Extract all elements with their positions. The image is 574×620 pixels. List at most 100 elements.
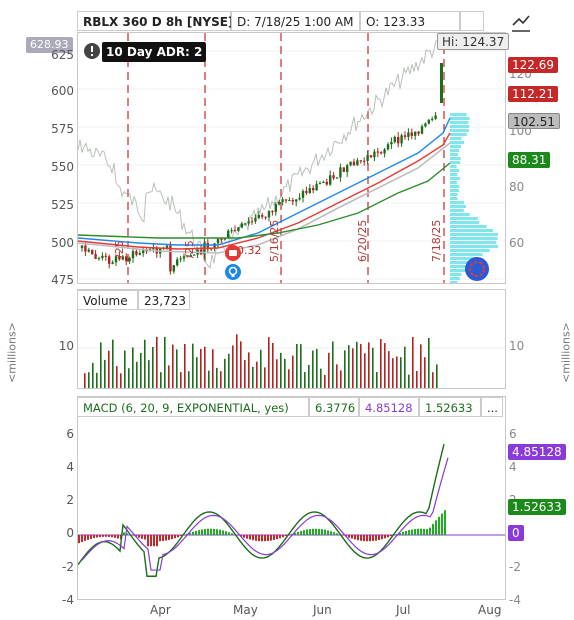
- macd-hist-bar: [411, 529, 413, 535]
- volume-bar: [284, 358, 286, 388]
- macd-hist-bar: [237, 535, 239, 536]
- candle-body: [274, 204, 277, 212]
- candle-body: [420, 126, 424, 134]
- macd-hist-bar: [432, 523, 434, 535]
- y-tick-525: 525: [51, 198, 74, 212]
- macd-hist-bar: [198, 530, 200, 535]
- candle-body: [417, 131, 420, 134]
- volume-profile-bar: [450, 245, 499, 248]
- volume-title: Volume: [77, 290, 138, 310]
- candle-body: [97, 258, 101, 260]
- candle-body: [87, 249, 90, 252]
- candle-body: [363, 160, 366, 162]
- volume-profile-bar: [450, 205, 467, 208]
- symbol-label[interactable]: RBLX 360 D 8h [NYSE]: [77, 11, 233, 31]
- macd-hist-bar: [363, 535, 365, 542]
- volume-bar: [340, 370, 342, 388]
- candle-body: [346, 165, 349, 172]
- macd-hist-bar: [168, 535, 170, 540]
- volume-bar: [352, 348, 354, 388]
- volume-bar: [360, 344, 362, 388]
- macd-hist-bar: [162, 535, 164, 542]
- volume-bar: [416, 371, 418, 388]
- candle-body: [250, 221, 254, 223]
- y-tick-500: 500: [51, 236, 74, 250]
- volume-bar: [348, 345, 350, 388]
- bulb-icon[interactable]: [224, 263, 242, 281]
- volume-bar: [296, 343, 298, 388]
- volume-bar: [248, 352, 250, 388]
- macd-hist-bar: [249, 535, 251, 540]
- volume-profile-bar: [450, 269, 467, 272]
- volume-bar: [412, 337, 414, 388]
- candle-body: [230, 230, 233, 232]
- volume-profile-bar: [450, 197, 458, 200]
- volume-bar: [240, 341, 242, 388]
- macd-hist-bar: [216, 529, 218, 535]
- volume-bar: [256, 361, 258, 388]
- macd-more[interactable]: ...: [481, 397, 503, 417]
- macd-hist-bar: [348, 535, 350, 538]
- macd-r-6: 6: [509, 427, 517, 441]
- price-chart[interactable]: [77, 33, 505, 284]
- volume-bar: [120, 373, 122, 388]
- macd-hist-bar: [156, 535, 158, 547]
- volume-profile-bar: [450, 225, 487, 228]
- volume-bar: [244, 360, 246, 388]
- volume-bar: [272, 342, 274, 388]
- candle-body: [240, 223, 243, 228]
- macd-hist-bar: [375, 535, 377, 541]
- candle-body: [145, 250, 148, 252]
- volume-chart[interactable]: [78, 290, 505, 388]
- macd-hist-bar: [423, 528, 425, 535]
- date-marker-5: 7/18/25: [430, 219, 443, 262]
- candle-body: [101, 255, 104, 259]
- candle-body: [356, 160, 359, 166]
- volume-profile-bar: [450, 201, 464, 204]
- macd-hist-bar: [444, 510, 446, 535]
- macd-hist-bar: [201, 529, 203, 535]
- volume-bar: [180, 372, 182, 388]
- candle-body: [165, 245, 169, 248]
- volume-profile-bar: [450, 241, 497, 244]
- macd-chart[interactable]: [77, 397, 505, 599]
- macd-hist-bar: [417, 528, 419, 535]
- price-pane[interactable]: [77, 32, 506, 284]
- macd-hist-bar: [225, 531, 227, 535]
- alert-icon[interactable]: [83, 42, 101, 60]
- volume-bar: [104, 359, 106, 388]
- volume-axis-label-left: <millions>: [5, 322, 19, 383]
- volume-bar: [88, 372, 90, 388]
- macd-hist-bar: [105, 535, 107, 537]
- volume-profile-bar: [450, 249, 490, 252]
- volume-bar: [188, 371, 190, 388]
- volume-bar: [236, 334, 238, 388]
- candle-body: [305, 191, 308, 194]
- candle-body: [114, 256, 118, 263]
- macd-hist-bar: [210, 528, 212, 535]
- chart-style-icon[interactable]: [510, 11, 532, 33]
- volume-bar: [144, 339, 146, 388]
- volume-bar: [100, 342, 102, 388]
- sma-tag: 88.31: [508, 152, 551, 168]
- volume-profile-bar: [450, 277, 460, 280]
- y-tick-550: 550: [51, 160, 74, 174]
- earnings-icon[interactable]: [224, 244, 242, 262]
- volume-profile-bar: [450, 125, 470, 128]
- macd-hist-bar: [150, 535, 152, 547]
- x-tick-jun: Jun: [313, 603, 332, 617]
- macd-hist-bar: [282, 535, 284, 538]
- macd-hist-bar: [102, 535, 104, 537]
- x-tick-apr: Apr: [150, 603, 171, 617]
- macd-pane[interactable]: [77, 396, 506, 600]
- candle-body: [254, 218, 257, 222]
- volume-bar: [308, 364, 310, 388]
- macd-hist-value: 1.52633: [419, 397, 481, 417]
- candle-body: [142, 250, 145, 254]
- volume-value: 23,723: [138, 290, 190, 310]
- candle-body: [104, 255, 107, 257]
- dividend-icon[interactable]: [464, 256, 490, 282]
- volume-bar: [356, 341, 358, 388]
- candle-body: [291, 199, 294, 202]
- y-tick-600: 600: [51, 84, 74, 98]
